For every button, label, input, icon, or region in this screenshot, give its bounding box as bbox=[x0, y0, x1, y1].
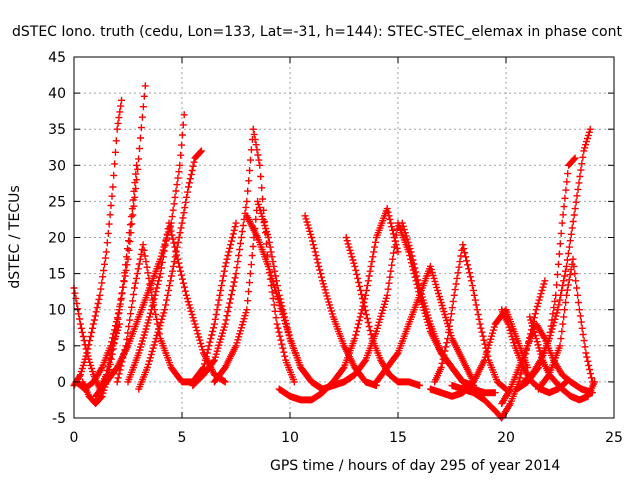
series-arc-25 bbox=[513, 154, 579, 393]
y-tick-label: 40 bbox=[48, 86, 66, 102]
x-axis-label: GPS time / hours of day 295 of year 2014 bbox=[270, 458, 560, 474]
point-marks bbox=[431, 241, 510, 393]
x-tick-label: 0 bbox=[70, 430, 79, 446]
series-arc-08 bbox=[124, 219, 229, 386]
chart-title: dSTEC Iono. truth (cedu, Lon=133, Lat=-3… bbox=[12, 24, 622, 40]
series-arc-20 bbox=[448, 277, 549, 422]
x-tick-label: 5 bbox=[178, 430, 187, 446]
series-arc-07 bbox=[135, 147, 205, 393]
series-arc-19 bbox=[426, 306, 532, 400]
point-marks bbox=[189, 125, 298, 389]
y-tick-label: 35 bbox=[48, 122, 66, 138]
y-tick-label: 30 bbox=[48, 158, 66, 174]
y-tick-label: 45 bbox=[48, 50, 66, 66]
point-marks bbox=[513, 154, 579, 393]
series-arc-17 bbox=[372, 262, 478, 386]
point-marks bbox=[372, 262, 478, 386]
y-tick-label: 20 bbox=[48, 231, 66, 247]
x-tick-label: 20 bbox=[497, 430, 515, 446]
y-tick-label: -5 bbox=[52, 411, 66, 427]
y-tick-label: 25 bbox=[48, 194, 66, 210]
point-marks bbox=[534, 255, 596, 393]
series-arc-18 bbox=[431, 241, 510, 393]
point-marks bbox=[448, 277, 549, 422]
x-tick-label: 25 bbox=[605, 430, 623, 446]
series-arc-13 bbox=[275, 205, 402, 404]
x-tick-label: 15 bbox=[389, 430, 407, 446]
x-tick-label: 10 bbox=[281, 430, 299, 446]
point-marks bbox=[275, 205, 402, 404]
point-marks bbox=[426, 306, 532, 400]
series-arc-09 bbox=[189, 125, 298, 389]
y-tick-label: 15 bbox=[48, 267, 66, 283]
series-arc-26 bbox=[534, 255, 596, 393]
point-marks bbox=[124, 219, 229, 386]
y-tick-label: 5 bbox=[57, 339, 66, 355]
y-tick-label: 0 bbox=[57, 375, 66, 391]
y-tick-label: 10 bbox=[48, 303, 66, 319]
series-arc-12 bbox=[301, 212, 380, 389]
y-axis-label: dSTEC / TECUs bbox=[7, 185, 23, 288]
data-points bbox=[70, 82, 599, 422]
point-marks bbox=[301, 212, 380, 389]
point-marks bbox=[135, 147, 205, 393]
